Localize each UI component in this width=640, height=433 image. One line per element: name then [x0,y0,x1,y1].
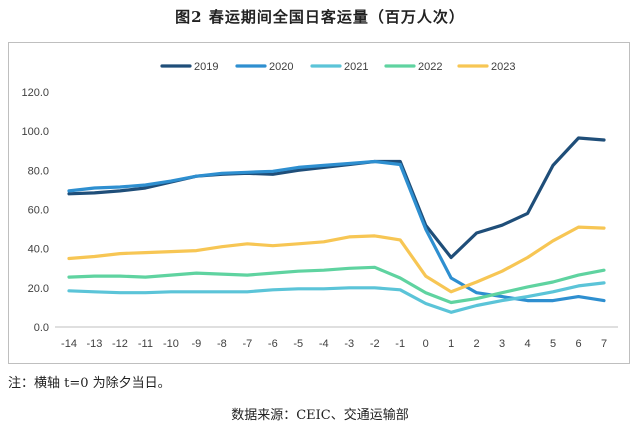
x-tick-label: -9 [191,338,201,350]
x-axis: -14 -13 -12 -11 -10 -9 -8 -7 -6 -5 -4 -3 -2 -1 0 1 2 3 4 5 6… [55,326,618,350]
x-tick-label: 4 [525,338,531,350]
y-tick-label: 120.0 [21,87,49,99]
x-tick-label: -4 [319,338,329,350]
y-tick-label: 20.0 [28,283,49,295]
chart-frame [8,42,630,364]
x-tick-label: -14 [61,338,77,350]
x-tick-label: -2 [370,338,380,350]
chart-title: 图2 春运期间全国日客运量（百万人次） [175,8,465,26]
x-tick-label: 1 [448,338,454,350]
legend-label-2022: 2022 [418,61,442,73]
x-tick-label: -6 [268,338,278,350]
x-tick-label: 5 [550,338,556,350]
y-tick-label: 40.0 [28,244,49,256]
chart-legend: 2019 2020 2021 2022 2023 [160,61,515,73]
legend-label-2021: 2021 [344,61,368,73]
x-tick-label: -5 [293,338,303,350]
series-group [67,136,606,314]
y-tick-label: 80.0 [28,165,49,177]
series-line-2023 [67,225,606,294]
y-tick-label: 60.0 [28,205,49,217]
x-tick-label: -7 [242,338,252,350]
chart-note: 注：横轴 t=0 为除夕当日。 [8,376,171,391]
x-tick-label: 2 [474,338,480,350]
legend-label-2020: 2020 [269,61,293,73]
x-tick-label: 6 [575,338,581,350]
series-line-2022 [67,265,606,305]
series-line-2020 [67,159,606,303]
x-tick-label: -1 [395,338,405,350]
series-line-2021 [67,281,606,314]
y-axis: 0.0 20.0 40.0 60.0 80.0 100.0 120.0 [21,87,49,334]
legend-label-2023: 2023 [491,61,515,73]
x-tick-label: -10 [163,338,179,350]
legend-label-2019: 2019 [194,61,218,73]
y-tick-label: 0.0 [34,322,49,334]
x-tick-label: 0 [423,338,429,350]
chart-source: 数据来源：CEIC、交通运输部 [231,408,409,423]
x-tick-label: -12 [112,338,128,350]
x-tick-label: 7 [601,338,607,350]
x-tick-label: -8 [217,338,227,350]
x-tick-label: 3 [499,338,505,350]
x-tick-label: -11 [138,338,153,350]
x-tick-label: -13 [87,338,103,350]
y-tick-label: 100.0 [21,126,49,138]
x-tick-label: -3 [344,338,354,350]
